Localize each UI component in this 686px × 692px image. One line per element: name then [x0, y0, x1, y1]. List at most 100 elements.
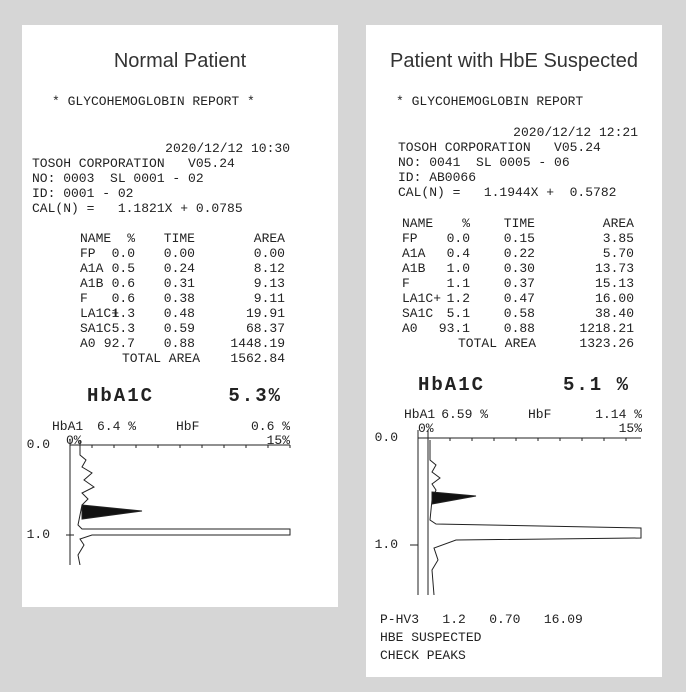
table-cell: 0.6 — [111, 276, 135, 291]
table-cell: 0.0 — [446, 231, 470, 246]
scale-min: 0% — [418, 421, 434, 436]
header-line: ID: 0001 - 02 — [32, 186, 134, 201]
table-cell: FP — [80, 246, 96, 261]
table-cell: 3.85 — [602, 231, 634, 246]
time-label: 0.0 — [374, 430, 398, 445]
table-cell: 0.00 — [163, 246, 195, 261]
table-cell: 0.4 — [446, 246, 470, 261]
header-line: CAL(N) = 1.1944X + 0.5782 — [398, 185, 617, 200]
hba1c-value: 5.3% — [228, 385, 282, 407]
hbf-value: 1.14 % — [595, 407, 642, 422]
column-header: TIME — [503, 216, 535, 231]
table-cell: 5.1 — [446, 306, 470, 321]
report-panel: Normal Patient * GLYCOHEMOGLOBIN REPORT *… — [22, 25, 338, 607]
table-cell: 0.88 — [163, 336, 195, 351]
report-title: * GLYCOHEMOGLOBIN REPORT — [396, 94, 584, 109]
header-line: CAL(N) = 1.1821X + 0.0785 — [32, 201, 243, 216]
total-value: 1562.84 — [230, 351, 285, 366]
table-cell: FP — [402, 231, 418, 246]
table-cell: LA1C+ — [80, 306, 120, 321]
time-label: 1.0 — [374, 537, 398, 552]
hba1c-label: HbA1C — [87, 385, 155, 407]
scale-min: 0% — [66, 433, 82, 448]
table-cell: 15.13 — [594, 276, 634, 291]
column-header: NAME — [402, 216, 434, 231]
table-cell: 0.37 — [503, 276, 535, 291]
peak — [81, 504, 143, 520]
table-cell: 9.11 — [253, 291, 285, 306]
ticks — [69, 445, 291, 448]
header-line: TOSOH CORPORATION V05.24 — [32, 156, 235, 171]
hba1-label: HbA1 — [404, 407, 436, 422]
trace — [77, 440, 291, 565]
hba1-value: 6.4 % — [96, 419, 136, 434]
table-cell: A0 — [402, 321, 418, 336]
table-cell: 9.13 — [253, 276, 285, 291]
column-header: NAME — [80, 231, 112, 246]
hba1c-value: 5.1 % — [562, 374, 630, 396]
total-label: TOTAL AREA — [122, 351, 201, 366]
table-cell: 0.22 — [503, 246, 535, 261]
table-cell: 1.2 — [446, 291, 470, 306]
table-cell: 93.1 — [438, 321, 470, 336]
table-cell: 8.12 — [253, 261, 285, 276]
table-cell: 0.00 — [253, 246, 285, 261]
table-cell: SA1C — [402, 306, 434, 321]
scale-max: 15% — [618, 421, 642, 436]
header-line: ID: AB0066 — [398, 170, 477, 185]
table-cell: 1.1 — [446, 276, 470, 291]
peak — [431, 491, 477, 505]
trace — [429, 440, 642, 595]
report-title: * GLYCOHEMOGLOBIN REPORT * — [52, 94, 255, 109]
table-cell: A1B — [402, 261, 426, 276]
datetime: 2020/12/12 10:30 — [165, 141, 290, 156]
table-cell: 0.5 — [111, 261, 135, 276]
panel-title: Normal Patient — [113, 50, 247, 72]
table-cell: 0.24 — [163, 261, 195, 276]
table-cell: 0.31 — [163, 276, 195, 291]
table-cell: 1448.19 — [230, 336, 285, 351]
header-line: TOSOH CORPORATION V05.24 — [398, 140, 601, 155]
total-label: TOTAL AREA — [458, 336, 537, 351]
table-cell: 5.3 — [111, 321, 135, 336]
time-label: 1.0 — [26, 527, 50, 542]
ticks — [427, 438, 627, 441]
table-cell: 0.47 — [503, 291, 535, 306]
table-cell: 0.15 — [503, 231, 535, 246]
column-header: TIME — [163, 231, 195, 246]
hba1c-label: HbA1C — [418, 374, 486, 396]
table-cell: 0.59 — [163, 321, 195, 336]
table-cell: A1A — [402, 246, 426, 261]
table-cell: 38.40 — [594, 306, 634, 321]
hbf-label: HbF — [528, 407, 552, 422]
table-cell: 0.6 — [111, 291, 135, 306]
datetime: 2020/12/12 12:21 — [513, 125, 638, 140]
table-cell: 16.00 — [594, 291, 634, 306]
table-cell: 0.48 — [163, 306, 195, 321]
report-panel: Patient with HbE Suspected * GLYCOHEMOGLO… — [366, 25, 662, 677]
header-line: NO: 0041 SL 0005 - 06 — [398, 155, 570, 170]
total-value: 1323.26 — [579, 336, 634, 351]
hba1-label: HbA1 — [52, 419, 84, 434]
table-cell: F — [402, 276, 410, 291]
chromatogram — [410, 430, 642, 595]
table-cell: 1.0 — [446, 261, 470, 276]
table-cell: 19.91 — [245, 306, 285, 321]
table-cell: 13.73 — [594, 261, 634, 276]
scale-max: 15% — [266, 433, 290, 448]
chromatogram — [66, 440, 291, 565]
hba1-value: 6.59 % — [441, 407, 488, 422]
table-cell: 1.3 — [111, 306, 135, 321]
table-cell: A1B — [80, 276, 104, 291]
table-cell: 0.38 — [163, 291, 195, 306]
note: P-HV3 1.2 0.70 16.09 — [380, 612, 583, 627]
table-cell: 0.88 — [503, 321, 535, 336]
table-cell: A1A — [80, 261, 104, 276]
table-cell: 0.0 — [111, 246, 135, 261]
table-cell: 0.58 — [503, 306, 535, 321]
note: CHECK PEAKS — [380, 648, 466, 663]
note: HBE SUSPECTED — [380, 630, 482, 645]
column-header: AREA — [253, 231, 285, 246]
table-cell: A0 — [80, 336, 96, 351]
